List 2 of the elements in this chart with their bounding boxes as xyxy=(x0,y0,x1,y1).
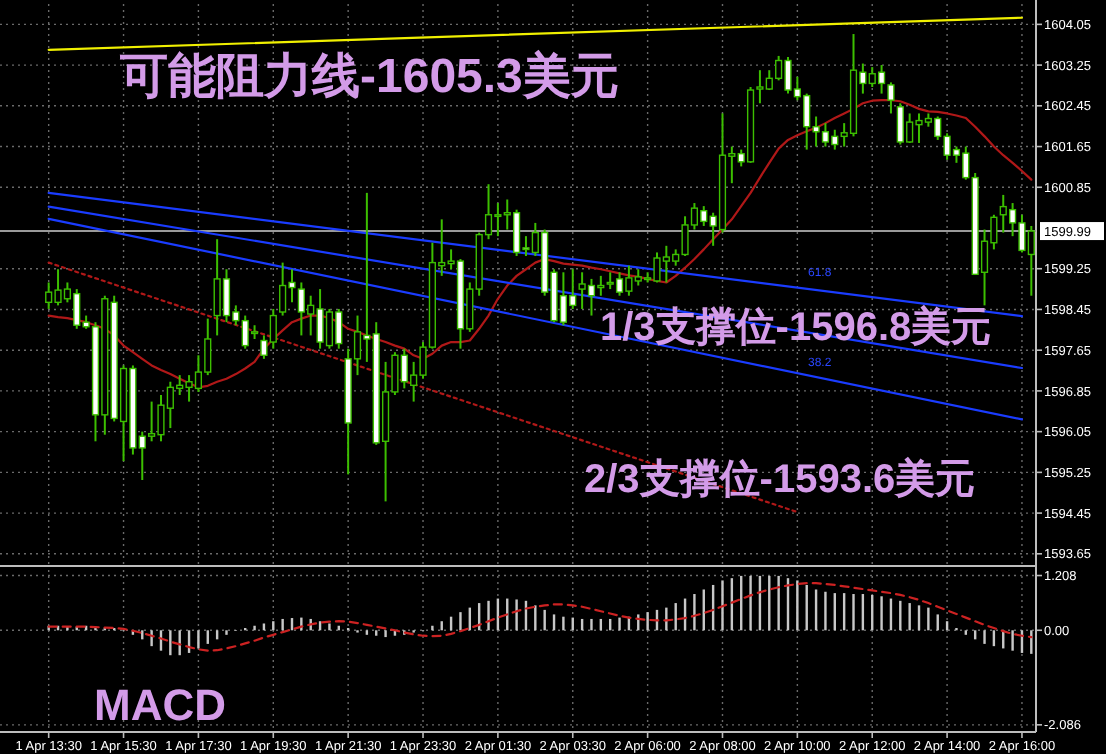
annotation: MACD xyxy=(94,680,226,730)
annotation: 可能阻力线-1605.3美元 xyxy=(118,48,619,104)
